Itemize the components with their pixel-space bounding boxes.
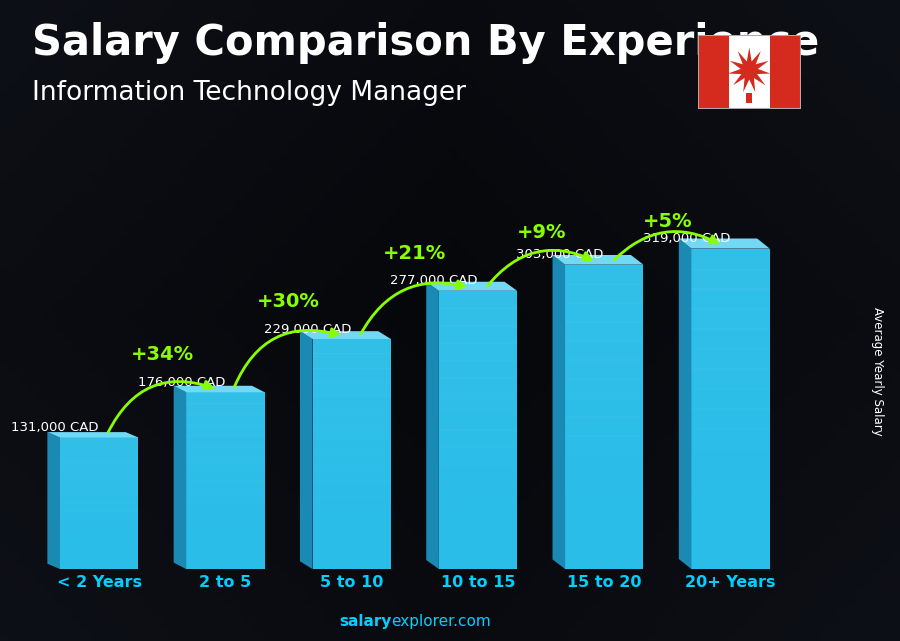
Text: +5%: +5% xyxy=(643,212,692,231)
Polygon shape xyxy=(48,432,139,437)
Polygon shape xyxy=(565,265,644,569)
Polygon shape xyxy=(728,47,770,92)
Text: explorer.com: explorer.com xyxy=(392,615,491,629)
Polygon shape xyxy=(439,291,518,569)
Text: +34%: +34% xyxy=(130,345,194,364)
Polygon shape xyxy=(746,93,752,103)
Polygon shape xyxy=(553,255,565,569)
Text: 176,000 CAD: 176,000 CAD xyxy=(138,376,225,389)
Polygon shape xyxy=(679,238,770,249)
Polygon shape xyxy=(312,339,391,569)
Text: < 2 Years: < 2 Years xyxy=(57,575,141,590)
Text: 131,000 CAD: 131,000 CAD xyxy=(11,421,99,434)
Text: 277,000 CAD: 277,000 CAD xyxy=(390,274,478,287)
Polygon shape xyxy=(691,249,770,569)
Text: 15 to 20: 15 to 20 xyxy=(567,575,642,590)
Polygon shape xyxy=(60,437,139,569)
Text: 5 to 10: 5 to 10 xyxy=(320,575,383,590)
Polygon shape xyxy=(770,35,801,109)
Text: Average Yearly Salary: Average Yearly Salary xyxy=(871,308,884,436)
Text: 319,000 CAD: 319,000 CAD xyxy=(643,232,730,245)
Polygon shape xyxy=(48,432,60,569)
Text: 20+ Years: 20+ Years xyxy=(685,575,776,590)
Text: 2 to 5: 2 to 5 xyxy=(199,575,252,590)
Polygon shape xyxy=(300,331,312,569)
Text: 229,000 CAD: 229,000 CAD xyxy=(264,322,351,335)
Polygon shape xyxy=(698,35,729,109)
Polygon shape xyxy=(174,386,186,569)
Text: Salary Comparison By Experience: Salary Comparison By Experience xyxy=(32,22,819,65)
Polygon shape xyxy=(300,331,391,339)
Text: 10 to 15: 10 to 15 xyxy=(441,575,516,590)
Text: Information Technology Manager: Information Technology Manager xyxy=(32,80,465,106)
Polygon shape xyxy=(186,392,265,569)
Text: +9%: +9% xyxy=(517,223,566,242)
Text: salary: salary xyxy=(339,615,392,629)
Polygon shape xyxy=(553,255,644,265)
Polygon shape xyxy=(174,386,265,392)
Text: +30%: +30% xyxy=(257,292,320,311)
Polygon shape xyxy=(679,238,691,569)
Text: 303,000 CAD: 303,000 CAD xyxy=(517,248,604,261)
Text: +21%: +21% xyxy=(383,244,446,263)
Polygon shape xyxy=(427,282,439,569)
Polygon shape xyxy=(427,282,518,291)
